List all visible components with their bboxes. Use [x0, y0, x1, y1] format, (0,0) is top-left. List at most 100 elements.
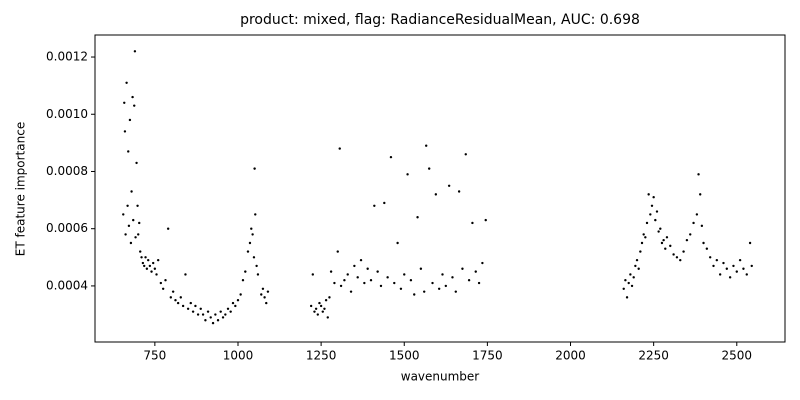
- data-point: [313, 310, 316, 313]
- plot-frame: [94, 34, 786, 343]
- data-point: [266, 290, 270, 293]
- data-point: [396, 241, 399, 245]
- data-point: [135, 161, 138, 165]
- data-point: [339, 284, 343, 288]
- data-point: [461, 267, 464, 270]
- data-point: [356, 276, 359, 279]
- data-point: [147, 258, 150, 262]
- data-point: [366, 267, 369, 270]
- data-point: [403, 273, 406, 276]
- data-point: [363, 281, 366, 285]
- data-point: [679, 258, 682, 262]
- data-point: [226, 307, 230, 311]
- data-point: [241, 278, 245, 282]
- data-point: [201, 313, 205, 316]
- data-point: [338, 147, 341, 150]
- data-point: [434, 193, 438, 196]
- y-tick-label: 0.0012: [46, 50, 88, 64]
- data-point: [423, 290, 426, 293]
- data-point: [369, 278, 373, 282]
- data-point: [134, 236, 137, 239]
- data-point: [336, 250, 339, 253]
- data-point: [735, 270, 738, 273]
- data-point: [431, 281, 434, 285]
- data-point: [481, 261, 484, 265]
- data-point: [319, 304, 323, 308]
- data-point: [655, 210, 659, 213]
- data-point: [323, 307, 326, 311]
- data-point: [419, 267, 423, 270]
- x-tick-label: 1000: [223, 349, 254, 363]
- data-point: [634, 264, 637, 268]
- data-point: [474, 270, 477, 273]
- data-point: [649, 213, 652, 216]
- data-point: [204, 319, 207, 322]
- data-point: [644, 236, 647, 239]
- data-point: [318, 301, 321, 305]
- data-point: [642, 233, 645, 236]
- data-point: [685, 238, 689, 242]
- data-point: [186, 307, 190, 311]
- data-point: [379, 284, 383, 288]
- data-point: [695, 213, 699, 216]
- data-point: [624, 278, 627, 282]
- data-point: [122, 213, 125, 216]
- data-point: [199, 307, 202, 311]
- data-point: [224, 313, 227, 316]
- data-point: [136, 204, 139, 208]
- data-point: [437, 287, 441, 290]
- data-point: [699, 193, 702, 196]
- data-point: [750, 264, 753, 268]
- data-point: [329, 270, 333, 273]
- data-point: [166, 227, 170, 230]
- data-point: [454, 290, 457, 293]
- data-point: [206, 310, 210, 313]
- data-point: [130, 190, 133, 193]
- data-point: [246, 250, 250, 253]
- data-point: [145, 267, 149, 270]
- data-point: [725, 267, 729, 270]
- data-point: [129, 241, 133, 245]
- data-point: [179, 296, 182, 299]
- data-point: [131, 95, 134, 99]
- data-point: [140, 256, 143, 259]
- data-point: [389, 155, 393, 159]
- data-point: [321, 310, 324, 313]
- data-point: [346, 273, 349, 276]
- y-axis-label: ET feature importance: [14, 122, 28, 256]
- data-point: [425, 144, 428, 147]
- data-point: [244, 270, 247, 273]
- data-point: [622, 287, 625, 290]
- data-point: [708, 256, 712, 259]
- data-point: [150, 270, 153, 273]
- y-tick-label: 0.0008: [46, 164, 88, 178]
- data-point: [373, 204, 376, 208]
- data-point: [654, 218, 657, 222]
- data-point: [722, 261, 725, 265]
- x-axis-label: wavenumber: [401, 370, 480, 384]
- data-point: [155, 273, 158, 276]
- data-point: [692, 221, 695, 225]
- data-point: [194, 304, 197, 308]
- data-point: [261, 287, 265, 290]
- data-point: [248, 241, 252, 245]
- data-point: [625, 296, 629, 299]
- data-point: [138, 221, 141, 225]
- data-point: [349, 290, 353, 293]
- data-point: [409, 278, 413, 282]
- data-point: [659, 227, 662, 230]
- data-point: [393, 281, 396, 285]
- data-point: [333, 281, 336, 285]
- data-point: [263, 296, 266, 299]
- data-point: [464, 153, 467, 156]
- data-point: [191, 310, 195, 313]
- data-point: [748, 241, 752, 245]
- x-tick-label: 750: [143, 349, 166, 363]
- data-point: [148, 264, 152, 268]
- x-tick-label: 1500: [389, 349, 420, 363]
- data-point: [718, 273, 722, 276]
- x-tick-label: 2250: [638, 349, 669, 363]
- data-point: [253, 167, 256, 170]
- data-point: [471, 221, 474, 225]
